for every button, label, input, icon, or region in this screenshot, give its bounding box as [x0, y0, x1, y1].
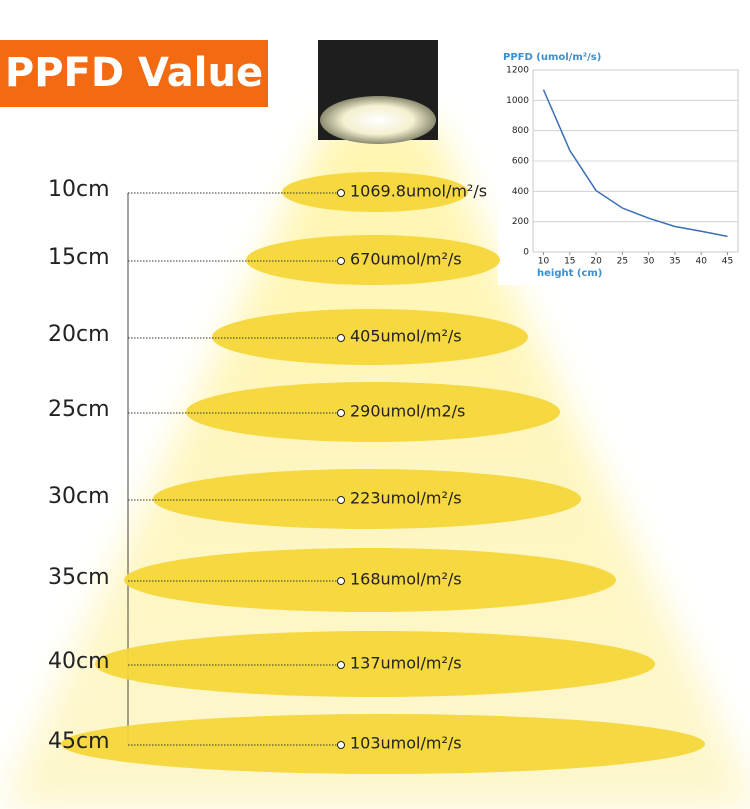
leader-dot: [337, 741, 345, 749]
x-tick-label: 10: [538, 257, 550, 267]
light-ring: [246, 235, 500, 285]
light-cone: [0, 120, 750, 809]
title-box: [0, 40, 268, 107]
chart-title: PPFD (umol/m²/s): [503, 52, 601, 63]
leader-dot: [337, 577, 345, 585]
height-label: 40cm: [48, 649, 110, 674]
x-tick-label: 45: [722, 257, 733, 267]
light-ring: [153, 469, 581, 529]
ppfd-line: [542, 89, 728, 238]
ppfd-label: 1069.8umol/m²/s: [350, 182, 487, 201]
y-tick-label: 1000: [506, 96, 529, 106]
ppfd-label: 137umol/m²/s: [350, 654, 462, 673]
y-tick-label: 600: [512, 157, 529, 167]
light-ring: [186, 382, 560, 442]
ppfd-label: 290umol/m2/s: [350, 402, 465, 421]
ppfd-label: 168umol/m²/s: [350, 570, 462, 589]
height-label: 45cm: [48, 729, 110, 754]
leader-dot: [337, 409, 345, 417]
height-label: 25cm: [48, 397, 110, 422]
x-tick-label: 35: [669, 257, 680, 267]
x-tick-label: 30: [643, 257, 655, 267]
height-label: 10cm: [48, 177, 110, 202]
ppfd-label: 405umol/m²/s: [350, 327, 462, 346]
leader-dot: [337, 661, 345, 669]
x-tick-label: 15: [564, 257, 575, 267]
light-ring: [212, 309, 528, 365]
height-label: 35cm: [48, 565, 110, 590]
ppfd-label: 670umol/m²/s: [350, 250, 462, 269]
leader-dot: [337, 189, 345, 197]
leader-dot: [337, 496, 345, 504]
height-label: 30cm: [48, 484, 110, 509]
lamp-lens: [320, 96, 436, 144]
light-ring: [124, 548, 616, 612]
height-label: 15cm: [48, 245, 110, 270]
y-tick-label: 800: [512, 126, 529, 136]
ppfd-label: 223umol/m²/s: [350, 489, 462, 508]
leader-dot: [337, 334, 345, 342]
x-axis-label: height (cm): [537, 268, 602, 279]
chart-panel: [498, 45, 748, 285]
leader-dot: [337, 257, 345, 265]
title: PPFD Value: [5, 50, 263, 96]
y-tick-label: 1200: [506, 66, 529, 76]
x-tick-label: 20: [590, 257, 602, 267]
y-tick-label: 0: [523, 248, 529, 258]
light-ring: [95, 631, 655, 697]
height-label: 20cm: [48, 322, 110, 347]
x-tick-label: 40: [695, 257, 707, 267]
x-tick-label: 25: [617, 257, 628, 267]
y-tick-label: 200: [512, 217, 529, 227]
light-ring: [282, 172, 468, 212]
light-ring: [61, 714, 705, 774]
y-tick-label: 400: [512, 187, 529, 197]
ppfd-label: 103umol/m²/s: [350, 734, 462, 753]
